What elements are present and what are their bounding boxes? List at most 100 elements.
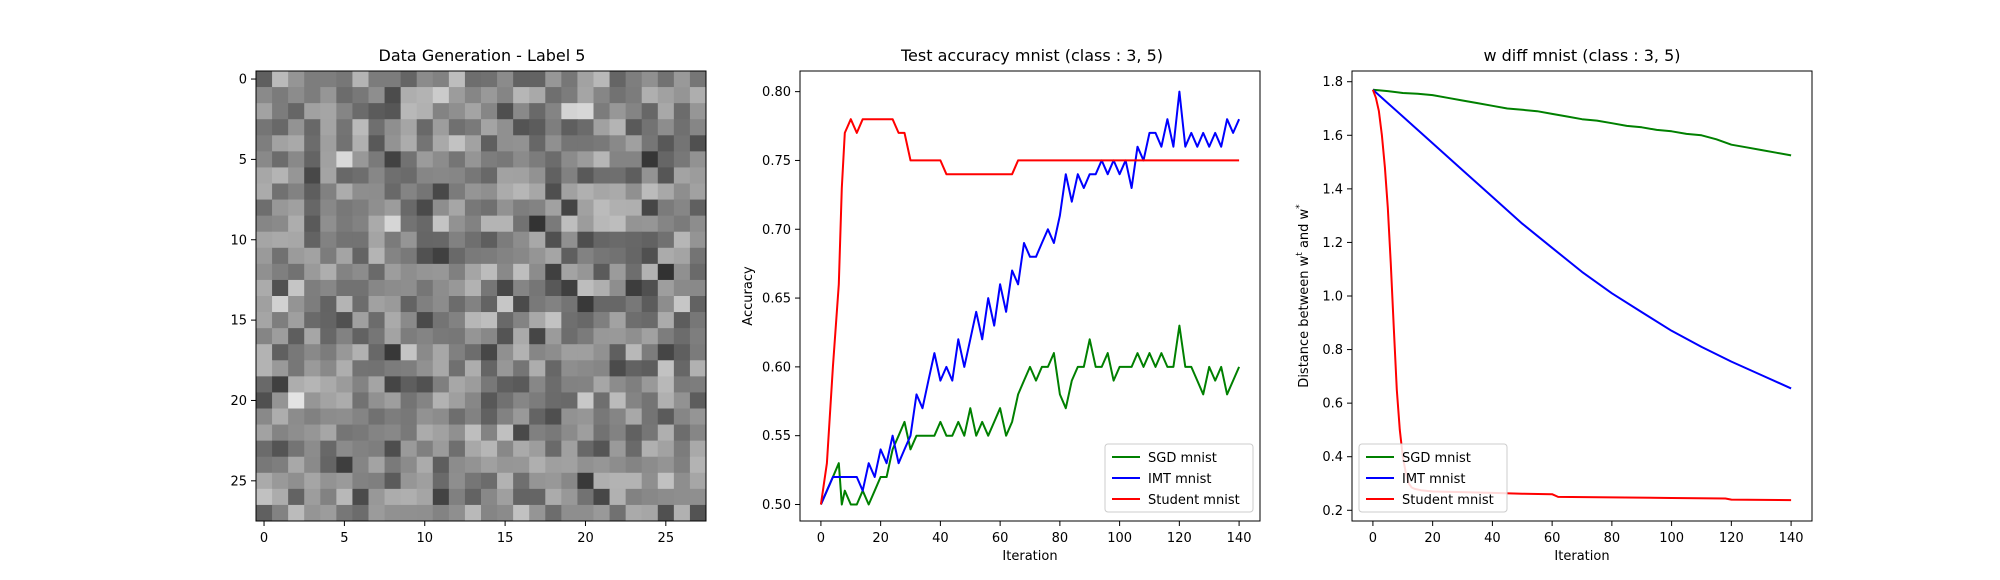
heatmap-cell (320, 344, 337, 361)
heatmap-cell (448, 231, 466, 249)
wdiff-legend: SGD mnist IMT mnist Student mnist (1358, 443, 1508, 513)
heatmap-cell (577, 263, 594, 281)
heatmap-cell (689, 440, 707, 458)
heatmap-cell (288, 247, 305, 265)
heatmap-cell (577, 456, 594, 474)
heatmap-cell (256, 360, 273, 377)
heatmap-cell (673, 231, 691, 249)
heatmap-cell (481, 183, 498, 200)
heatmap-cell (657, 71, 675, 88)
heatmap-cell (593, 440, 610, 458)
heatmap-cell (400, 119, 418, 136)
heatmap-cell (529, 440, 546, 458)
y-tick-label: 0.2 (1322, 504, 1343, 519)
heatmap-cell (673, 103, 691, 120)
heatmap-cell (657, 440, 675, 458)
heatmap-cell (352, 328, 369, 345)
heatmap-cell (432, 151, 450, 168)
heatmap-cell (304, 263, 321, 281)
heatmap-cell (448, 263, 466, 281)
heatmap-cell (256, 135, 273, 152)
heatmap-cell (657, 504, 675, 522)
heatmap-cell (448, 408, 466, 425)
heatmap-cell (464, 344, 482, 361)
heatmap-cell (416, 151, 434, 168)
heatmap-cell (448, 135, 466, 152)
heatmap-cell (416, 440, 434, 458)
heatmap-cell (384, 247, 402, 265)
heatmap-cell (384, 151, 402, 168)
heatmap-cell (545, 167, 562, 184)
y-tick-label: 10 (230, 233, 247, 248)
heatmap-cell (673, 215, 691, 233)
heatmap-cell (272, 376, 289, 393)
heatmap-cell (513, 183, 530, 200)
heatmap-cell (689, 215, 707, 233)
heatmap-cell (529, 504, 546, 522)
heatmap-cell (513, 424, 530, 442)
heatmap-cell (513, 440, 530, 458)
heatmap-cell (497, 408, 514, 425)
heatmap-x-ticks: 0 5 10 15 20 25 (260, 521, 674, 546)
heatmap-cell (320, 472, 337, 490)
heatmap-cell (304, 312, 321, 329)
heatmap-cell (673, 71, 691, 88)
heatmap-cell (368, 215, 385, 233)
heatmap-cell (529, 488, 546, 506)
heatmap-cell (689, 392, 707, 409)
heatmap-cell (368, 231, 385, 249)
heatmap-cell (497, 247, 514, 265)
x-tick-label: 10 (416, 531, 433, 546)
heatmap-cell (272, 87, 289, 104)
heatmap-cell (529, 296, 546, 313)
heatmap-cell (320, 247, 337, 265)
heatmap-cell (609, 328, 627, 345)
heatmap-cell (481, 151, 498, 168)
heatmap-cell (464, 135, 482, 152)
heatmap-cell (272, 408, 289, 425)
heatmap-cell (481, 119, 498, 136)
heatmap-cell (593, 360, 610, 377)
heatmap-cell (529, 119, 546, 136)
series-line-imt-mnist (1372, 89, 1792, 390)
heatmap-cell (689, 488, 707, 506)
heatmap-cell (416, 215, 434, 233)
heatmap-cell (529, 360, 546, 377)
heatmap-cell (577, 376, 594, 393)
heatmap-cell (288, 231, 305, 249)
heatmap-cell (481, 376, 498, 393)
heatmap-cell (577, 279, 594, 297)
heatmap-cell (593, 247, 610, 265)
heatmap-cell (320, 392, 337, 409)
heatmap-cell (368, 183, 385, 200)
x-tick-label: 0 (260, 531, 268, 546)
heatmap-cell (609, 279, 627, 297)
heatmap-cell (288, 392, 305, 409)
heatmap-cell (545, 424, 562, 442)
heatmap-cell (673, 376, 691, 393)
heatmap-cell (545, 376, 562, 393)
heatmap-cell (384, 103, 402, 120)
heatmap-cell (352, 312, 369, 329)
heatmap-cell (368, 119, 385, 136)
heatmap-cell (545, 71, 562, 88)
heatmap-cell (625, 328, 643, 345)
x-tick-label: 80 (1052, 531, 1069, 546)
heatmap-cell (464, 151, 482, 168)
heatmap-cell (657, 392, 675, 409)
heatmap-cell (336, 360, 353, 377)
heatmap-cell (464, 504, 482, 522)
heatmap-cell (641, 247, 659, 265)
heatmap-cell (416, 296, 434, 313)
heatmap-cell (577, 408, 594, 425)
heatmap-cell (545, 344, 562, 361)
wdiff-x-axis-label: Iteration (1554, 549, 1609, 564)
heatmap-cell (497, 488, 514, 506)
heatmap-cell (400, 344, 418, 361)
heatmap-cell (448, 392, 466, 409)
heatmap-cell (577, 199, 594, 217)
heatmap-cell (448, 344, 466, 361)
heatmap-cell (304, 344, 321, 361)
heatmap-cell (256, 472, 273, 490)
